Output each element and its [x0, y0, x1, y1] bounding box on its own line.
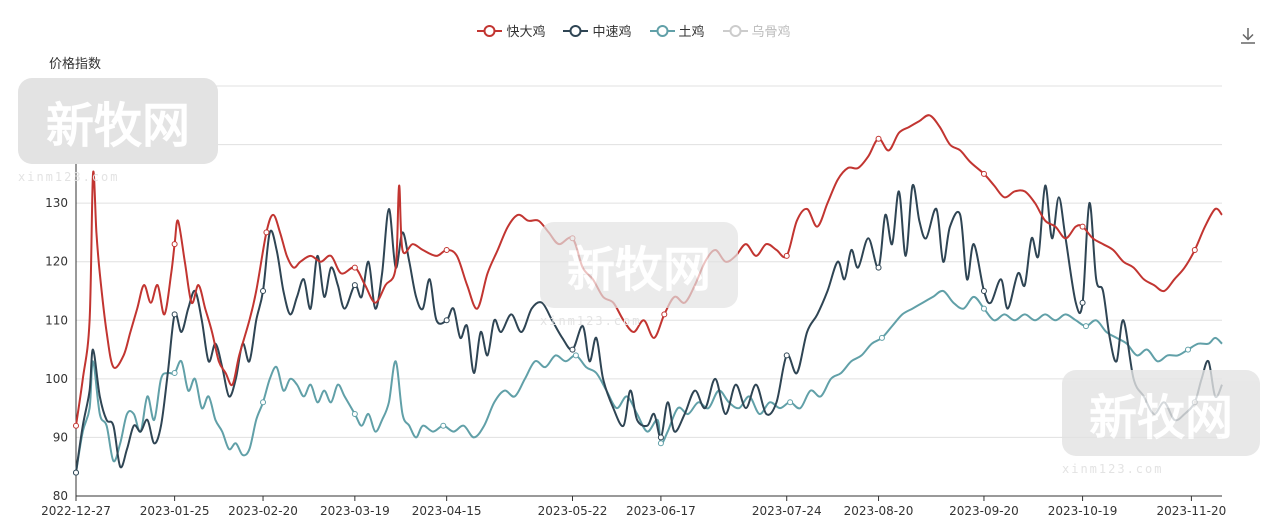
legend-line-marker-icon: [563, 24, 589, 37]
y-tick-label: 150: [45, 79, 68, 93]
data-point: [443, 247, 450, 253]
data-point: [980, 170, 987, 177]
data-point: [878, 334, 885, 341]
legend-line-marker-icon: [649, 24, 675, 37]
data-point: [875, 264, 882, 271]
data-point: [783, 252, 790, 259]
data-point: [260, 288, 267, 294]
data-point: [657, 440, 664, 447]
x-tick-label: 2023-03-19: [320, 504, 390, 518]
y-tick-label: 90: [53, 430, 68, 444]
x-tick-label: 2023-02-20: [228, 504, 298, 518]
data-point: [73, 422, 79, 429]
data-point: [875, 135, 882, 142]
data-point: [351, 282, 358, 289]
data-point: [440, 422, 447, 429]
data-point: [572, 352, 579, 359]
legend-item-zhongsu[interactable]: 中速鸡: [563, 21, 632, 40]
legend-item-wugu[interactable]: 乌骨鸡: [722, 21, 791, 40]
data-point: [351, 264, 358, 271]
series-line: [75, 289, 1223, 473]
data-point: [171, 241, 178, 248]
data-point: [980, 305, 987, 312]
x-tick-label: 2023-06-17: [626, 504, 696, 518]
legend-item-tuji[interactable]: 土鸡: [649, 21, 705, 40]
y-tick-label: 110: [45, 313, 68, 327]
x-tick-label: 2023-05-22: [538, 504, 608, 518]
data-point: [1079, 223, 1086, 230]
x-tick-label: 2023-08-20: [844, 504, 914, 518]
legend-label: 快大鸡: [506, 25, 546, 40]
y-axis-label: 价格指数: [49, 57, 102, 72]
data-point: [1191, 399, 1198, 406]
legend-label: 中速鸡: [592, 25, 632, 40]
data-point: [980, 288, 987, 294]
data-point: [1184, 346, 1191, 353]
download-icon[interactable]: [1238, 26, 1258, 46]
data-point: [1082, 323, 1089, 330]
y-tick-label: 80: [53, 489, 68, 503]
data-point: [73, 469, 79, 476]
data-point: [260, 399, 267, 406]
legend-label: 土鸡: [678, 25, 705, 40]
legend-line-marker-icon: [722, 24, 748, 37]
x-tick-label: 2023-01-25: [140, 504, 210, 518]
x-tick-label: 2023-09-20: [949, 504, 1019, 518]
x-tick-label: 2023-11-20: [1157, 504, 1227, 518]
data-point: [1191, 247, 1198, 253]
x-tick-label: 2023-10-19: [1048, 504, 1118, 518]
y-tick-label: 100: [45, 372, 68, 386]
data-point: [783, 352, 790, 359]
data-point: [351, 411, 358, 417]
data-point: [569, 346, 576, 353]
legend-label: 乌骨鸡: [751, 25, 791, 40]
y-tick-label: 140: [45, 138, 68, 152]
y-tick-label: 120: [45, 255, 68, 269]
x-tick-label: 2023-04-15: [412, 504, 482, 518]
x-tick-label: 2023-07-24: [752, 504, 822, 518]
data-point: [661, 311, 668, 318]
data-point: [787, 399, 794, 406]
data-point: [443, 317, 450, 324]
legend-line-marker-icon: [477, 24, 503, 37]
data-point: [569, 235, 576, 242]
data-point: [657, 434, 664, 441]
data-point: [1079, 299, 1086, 306]
x-tick-label: 2022-12-27: [41, 504, 111, 518]
y-tick-label: 130: [45, 196, 68, 210]
data-point: [171, 370, 178, 376]
data-point: [263, 229, 270, 236]
data-point: [171, 311, 178, 318]
legend: 快大鸡 中速鸡 土鸡 乌骨鸡: [0, 21, 1268, 40]
legend-item-kuaida[interactable]: 快大鸡: [477, 21, 545, 40]
